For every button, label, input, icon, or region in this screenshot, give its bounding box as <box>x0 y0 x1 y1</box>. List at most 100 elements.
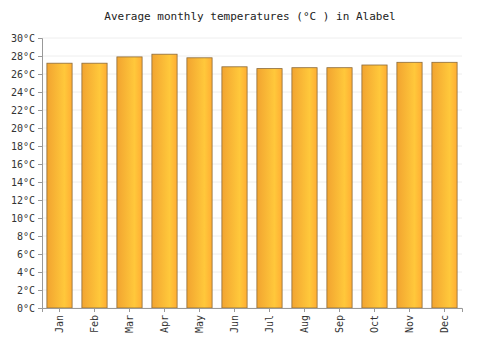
y-tick: 12°C <box>11 195 42 206</box>
x-tick: Aug <box>299 308 310 333</box>
x-tick-label: Aug <box>299 315 310 333</box>
y-tick-label: 20°C <box>11 123 35 134</box>
x-tick-label: Sep <box>334 315 345 333</box>
x-tick-mark <box>339 308 340 312</box>
y-tick-mark <box>38 38 42 39</box>
y-tick: 8°C <box>17 231 42 242</box>
x-tick: Jun <box>229 308 240 333</box>
y-tick: 30°C <box>11 33 42 44</box>
x-tick: Sep <box>334 308 345 333</box>
y-tick-mark <box>38 200 42 201</box>
y-tick-label: 24°C <box>11 87 35 98</box>
y-tick-mark <box>38 236 42 237</box>
x-tick: Oct <box>369 308 380 333</box>
y-tick-label: 14°C <box>11 177 35 188</box>
y-tick-mark <box>38 146 42 147</box>
x-tick: Nov <box>404 308 415 333</box>
y-tick: 26°C <box>11 69 42 80</box>
x-tick-label: Mar <box>124 315 135 333</box>
grid-line <box>42 56 462 57</box>
bar <box>187 58 212 308</box>
x-tick-mark <box>129 308 130 312</box>
x-tick: Mar <box>124 308 135 333</box>
y-tick-mark <box>38 56 42 57</box>
x-axis-line <box>43 309 463 313</box>
y-tick-label: 18°C <box>11 141 35 152</box>
y-tick-label: 16°C <box>11 159 35 170</box>
x-tick: May <box>194 308 205 333</box>
y-tick: 6°C <box>17 249 42 260</box>
x-tick: Jul <box>264 308 275 333</box>
y-tick: 16°C <box>11 159 42 170</box>
y-tick-label: 12°C <box>11 195 35 206</box>
x-tick-label: May <box>194 315 205 333</box>
x-tick-label: Oct <box>369 315 380 333</box>
x-tick-label: Apr <box>159 315 170 333</box>
bar <box>327 68 352 308</box>
y-tick: 28°C <box>11 51 42 62</box>
title: Average monthly temperatures (°C ) in Al… <box>104 10 395 23</box>
x-tick-label: Jun <box>229 315 240 333</box>
y-tick: 10°C <box>11 213 42 224</box>
x-tick-mark <box>374 308 375 312</box>
y-tick-label: 8°C <box>17 231 35 242</box>
x-tick-label: Jul <box>264 315 275 333</box>
x-axis: Jan Feb Mar Apr May Jun Jul Aug Sep Oct Nov Dec <box>43 308 463 333</box>
y-tick-mark <box>38 218 42 219</box>
bar <box>432 62 457 308</box>
bar <box>292 68 317 308</box>
plot: 0°C 2°C 4°C 6°C 8°C 10°C 12°C 14°C 16°C 18°C 20°C 2… <box>11 33 463 333</box>
x-tick-label: Dec <box>439 315 450 333</box>
x-tick-mark <box>409 308 410 312</box>
x-tick-mark <box>304 308 305 312</box>
y-tick: 20°C <box>11 123 42 134</box>
y-tick-label: 26°C <box>11 69 35 80</box>
x-tick: Dec <box>439 308 450 333</box>
y-tick: 18°C <box>11 141 42 152</box>
y-tick-mark <box>38 272 42 273</box>
x-tick-mark <box>59 308 60 312</box>
y-axis-line <box>38 39 43 309</box>
y-tick-label: 6°C <box>17 249 35 260</box>
x-tick-mark <box>234 308 235 312</box>
bar <box>47 63 72 308</box>
y-tick-label: 2°C <box>17 285 35 296</box>
y-tick: 4°C <box>17 267 42 278</box>
x-tick-mark <box>199 308 200 312</box>
bars <box>47 54 457 308</box>
y-tick-label: 0°C <box>17 303 35 314</box>
y-tick-label: 28°C <box>11 51 35 62</box>
y-tick-label: 10°C <box>11 213 35 224</box>
bar <box>152 54 177 308</box>
y-tick-mark <box>38 92 42 93</box>
y-tick-mark <box>38 290 42 291</box>
x-tick-mark <box>164 308 165 312</box>
bar <box>362 65 387 308</box>
y-tick-mark <box>38 308 42 309</box>
bar <box>257 69 282 308</box>
grid-line <box>42 38 462 39</box>
y-axis: 0°C 2°C 4°C 6°C 8°C 10°C 12°C 14°C 16°C 18°C 20°C 2… <box>11 33 43 314</box>
x-tick: Apr <box>159 308 170 333</box>
x-tick-label: Feb <box>89 315 100 333</box>
bar <box>222 67 247 308</box>
x-tick: Jan <box>54 308 65 333</box>
y-tick-mark <box>38 74 42 75</box>
x-tick-mark <box>94 308 95 312</box>
y-tick-label: 30°C <box>11 33 35 44</box>
x-tick-mark <box>444 308 445 312</box>
y-tick: 0°C <box>17 303 42 314</box>
y-tick-mark <box>38 164 42 165</box>
x-tick: Feb <box>89 308 100 333</box>
bar <box>397 62 422 308</box>
y-tick: 2°C <box>17 285 42 296</box>
bar <box>82 63 107 308</box>
x-tick-mark <box>269 308 270 312</box>
y-tick-mark <box>38 182 42 183</box>
x-tick-label: Jan <box>54 315 65 333</box>
y-tick: 24°C <box>11 87 42 98</box>
y-tick-label: 4°C <box>17 267 35 278</box>
bar <box>117 57 142 308</box>
y-tick-mark <box>38 110 42 111</box>
x-tick-label: Nov <box>404 315 415 333</box>
